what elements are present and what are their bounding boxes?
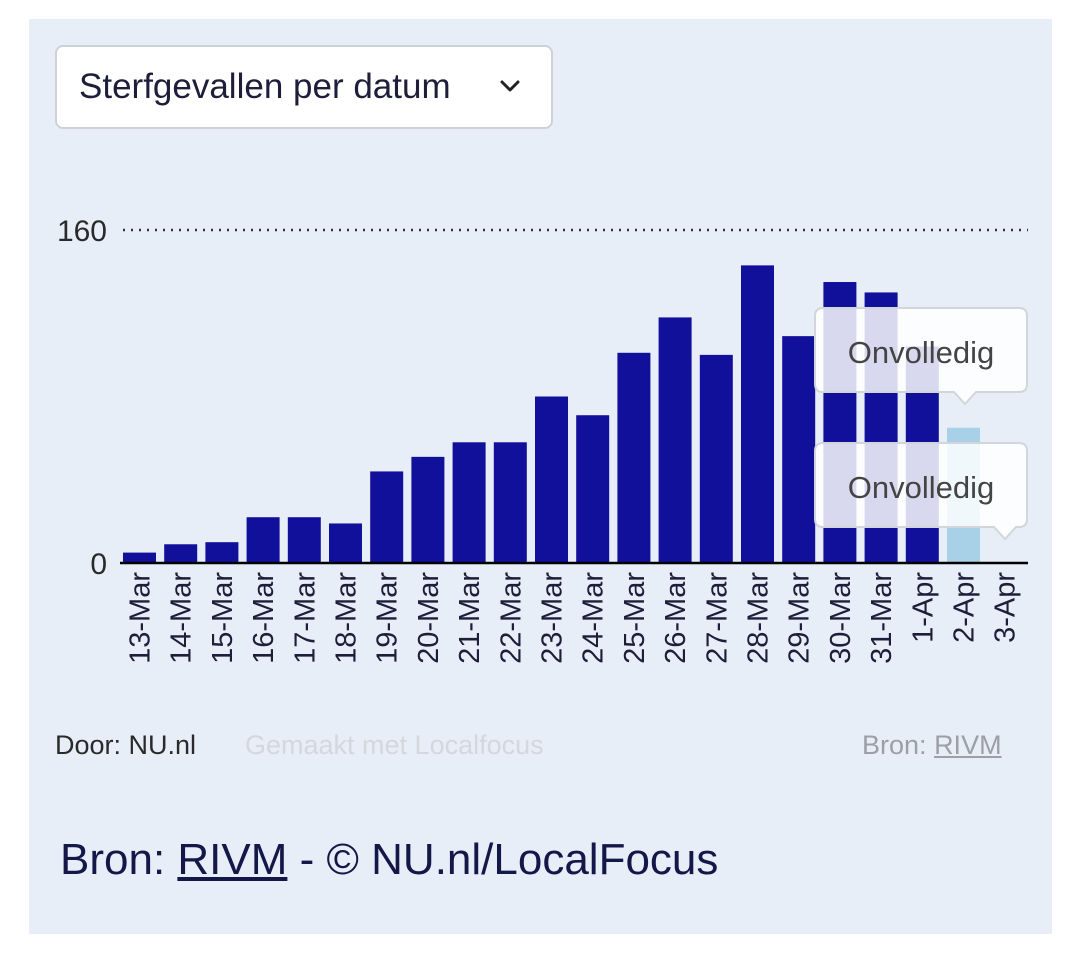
x-tick-label: 24-Mar — [578, 572, 610, 664]
bar — [617, 352, 651, 563]
tooltip-box — [814, 442, 1028, 541]
bar — [246, 517, 280, 563]
metric-dropdown[interactable]: Sterfgevallen per datum — [55, 45, 553, 129]
x-tick-label: 2-Apr — [949, 572, 981, 643]
bar — [205, 542, 239, 563]
bar — [411, 456, 445, 563]
bar — [699, 354, 733, 563]
bar-chart: 0 160 13-Mar 14-Mar 15-Mar 16-Mar 17-Mar 18-Mar… — [57, 215, 1028, 664]
x-tick-label: 1-Apr — [907, 572, 939, 643]
footer-made-with: Gemaakt met Localfocus — [245, 730, 544, 760]
tooltip-box — [814, 307, 1028, 406]
bar — [452, 442, 486, 563]
y-tick-label: 0 — [90, 548, 107, 581]
x-tick-label: 17-Mar — [289, 572, 321, 664]
source-suffix: - © NU.nl/LocalFocus — [287, 835, 719, 884]
bar — [741, 265, 774, 563]
tooltip-label: Onvolledig — [848, 470, 994, 505]
bar — [576, 415, 610, 563]
y-tick-label: 160 — [57, 215, 107, 248]
x-tick-label: 27-Mar — [701, 572, 733, 664]
x-tick-label: 20-Mar — [413, 572, 445, 664]
bar — [370, 471, 404, 563]
x-tick-label: 21-Mar — [454, 572, 486, 664]
footer-author: Door: NU.nl — [55, 730, 197, 760]
x-tick-label: 3-Apr — [990, 572, 1022, 643]
bar — [782, 336, 816, 563]
x-tick-label: 14-Mar — [166, 572, 198, 664]
bar — [164, 544, 198, 563]
footer-source-label: Bron: — [862, 730, 927, 760]
bar — [493, 442, 527, 563]
x-tick-label: 26-Mar — [660, 572, 692, 664]
x-tick-label: 22-Mar — [495, 572, 527, 664]
bar — [535, 396, 568, 563]
x-tick-label: 29-Mar — [784, 572, 816, 664]
x-tick-label: 18-Mar — [331, 572, 363, 664]
x-tick-label: 13-Mar — [125, 572, 157, 664]
x-tick-label: 19-Mar — [372, 572, 404, 664]
x-tick-label: 16-Mar — [248, 572, 280, 664]
bar — [123, 552, 156, 563]
footer-source: Bron: RIVM — [862, 730, 1002, 761]
x-tick-label: 23-Mar — [537, 572, 569, 664]
source-prefix: Bron: — [60, 835, 178, 884]
x-tick-label: 25-Mar — [619, 572, 651, 664]
x-tick-label: 30-Mar — [825, 572, 857, 664]
x-tick-label: 28-Mar — [743, 572, 775, 664]
source-line: Bron: RIVM - © NU.nl/LocalFocus — [60, 835, 718, 885]
bar — [329, 523, 362, 563]
footer-source-link[interactable]: RIVM — [934, 730, 1002, 760]
x-tick-label: 15-Mar — [207, 572, 239, 664]
bar — [287, 517, 321, 563]
source-link-rivm[interactable]: RIVM — [177, 835, 288, 884]
tooltip-label: Onvolledig — [848, 335, 994, 370]
x-tick-label: 31-Mar — [866, 572, 898, 664]
bar — [658, 317, 692, 563]
dropdown-selected-label: Sterfgevallen per datum — [79, 67, 451, 106]
chevron-down-icon — [500, 80, 520, 92]
